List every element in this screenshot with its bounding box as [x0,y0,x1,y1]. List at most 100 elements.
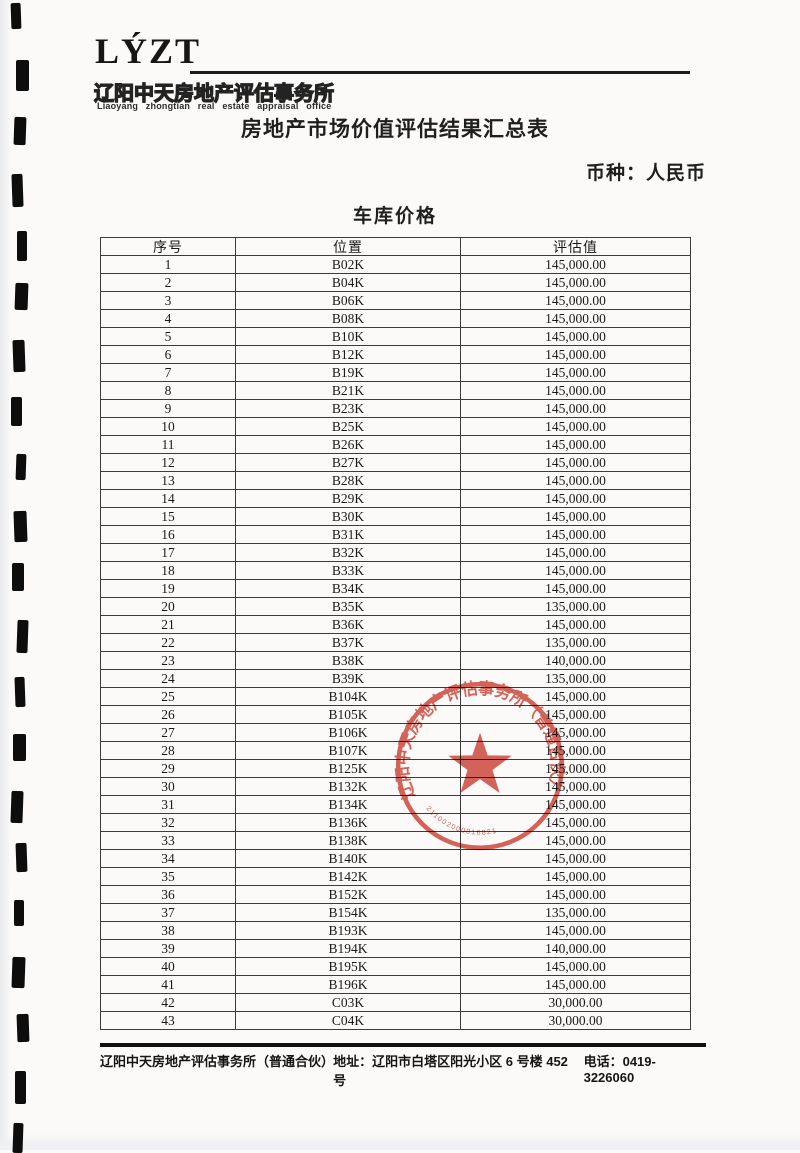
cell-appraised-value: 145,000.00 [460,615,691,634]
cell-appraised-value: 30,000.00 [460,1011,691,1030]
binding-hole [11,956,26,989]
cell-location: B196K [235,975,461,994]
appraisal-table: 序号 位置 评估值 1 B02K 145,000.00 2 B04K 145,000.00… [100,237,691,1030]
binding-hole [13,116,27,146]
cell-index: 41 [100,975,236,994]
cell-appraised-value: 135,000.00 [460,633,691,652]
cell-location: B104K [235,687,461,706]
cell-appraised-value: 145,000.00 [460,507,691,526]
page-title: 房地产市场价值评估结果汇总表 [241,118,549,141]
table-row: 1 B02K 145,000.00 [100,255,691,274]
currency-label: 币种：人民币 [585,163,706,184]
official-seal-stamp: 辽阳中天房地产评估事务所（普通合伙） 211002000016821 [392,678,568,851]
table-row: 10 B25K 145,000.00 [100,417,691,436]
cell-location: B195K [235,957,461,976]
cell-index: 33 [100,831,236,850]
cell-appraised-value: 145,000.00 [460,921,691,940]
cell-index: 23 [100,651,236,670]
binding-hole [10,2,22,30]
table-row: 37 B154K 135,000.00 [100,903,691,922]
cell-index: 37 [100,903,236,922]
cell-location: B36K [235,615,461,634]
cell-index: 28 [100,741,236,760]
cell-index: 43 [100,1011,236,1030]
logo-acronym: LÝZT [95,31,202,71]
cell-appraised-value: 145,000.00 [460,975,691,994]
table-row: 17 B32K 145,000.00 [100,543,691,562]
table-row: 9 B23K 145,000.00 [100,399,691,418]
table-row: 2 B04K 145,000.00 [100,273,691,292]
footer-rule [100,1043,706,1047]
table-row: 12 B27K 145,000.00 [100,453,691,472]
cell-index: 4 [100,309,236,328]
cell-location: C03K [235,993,461,1012]
cell-index: 18 [100,561,236,580]
table-row: 8 B21K 145,000.00 [100,381,691,400]
cell-index: 16 [100,525,236,544]
binding-hole [13,734,26,761]
binding-hole [16,1013,30,1043]
cell-location: B31K [235,525,461,544]
cell-location: B29K [235,489,461,508]
cell-location: B136K [235,813,461,832]
cell-index: 9 [100,399,236,418]
cell-index: 3 [100,291,236,310]
cell-index: 39 [100,939,236,958]
cell-appraised-value: 145,000.00 [460,453,691,472]
cell-location: B19K [235,363,461,382]
cell-location: B04K [235,273,461,292]
table-row: 43 C04K 30,000.00 [100,1011,691,1030]
cell-location: B27K [235,453,461,472]
cell-location: B33K [235,561,461,580]
table-row: 13 B28K 145,000.00 [100,471,691,490]
cell-index: 27 [100,723,236,742]
company-name-en: Liaoyang zhongtian real estate appraisal… [97,101,332,111]
cell-location: B152K [235,885,461,904]
footer-phone: 电话：0419-3226060 [583,1054,656,1085]
cell-index: 22 [100,633,236,652]
cell-appraised-value: 145,000.00 [460,795,691,814]
header-index: 序号 [100,237,236,256]
binding-hole [17,231,27,261]
binding-hole [16,619,29,654]
star-icon [448,732,512,793]
cell-appraised-value: 145,000.00 [460,327,691,346]
binding-hole [11,173,24,208]
cell-index: 29 [100,759,236,778]
table-row: 36 B152K 145,000.00 [100,885,691,904]
cell-index: 21 [100,615,236,634]
table-body: 1 B02K 145,000.00 2 B04K 145,000.00 3 B06K 145,0… [100,255,691,1030]
logo-rule [190,71,690,74]
binding-hole [15,1071,26,1104]
table-row: 39 B194K 140,000.00 [100,939,691,958]
table-row: 33 B138K 145,000.00 [100,831,691,850]
binding-hole [15,842,28,873]
cell-index: 12 [100,453,236,472]
scan-left-edge [0,0,9,1150]
cell-index: 42 [100,993,236,1012]
cell-index: 20 [100,597,236,616]
footer: 辽阳中天房地产评估事务所（普通合伙） 地址：辽阳市白塔区阳光小区 6 号楼 45… [100,1051,706,1089]
table-row: 40 B195K 145,000.00 [100,957,691,976]
table-row: 16 B31K 145,000.00 [100,525,691,544]
cell-index: 19 [100,579,236,598]
binding-hole [12,563,24,591]
cell-appraised-value: 145,000.00 [460,561,691,580]
cell-appraised-value: 145,000.00 [460,381,691,400]
cell-appraised-value: 145,000.00 [460,867,691,886]
cell-index: 1 [100,255,236,274]
cell-location: B34K [235,579,461,598]
cell-index: 32 [100,813,236,832]
cell-location: B194K [235,939,461,958]
binding-hole [11,397,22,426]
table-row: 29 B125K 145,000.00 [100,759,691,778]
cell-appraised-value: 135,000.00 [460,597,691,616]
table-row: 7 B19K 145,000.00 [100,363,691,382]
table-row: 25 B104K 145,000.00 [100,687,691,706]
cell-appraised-value: 30,000.00 [460,993,691,1012]
binding-hole [16,60,29,91]
company-name-cn: 辽阳中天房地产评估事务所 [93,82,334,105]
cell-location: B35K [235,597,461,616]
table-row: 14 B29K 145,000.00 [100,489,691,508]
